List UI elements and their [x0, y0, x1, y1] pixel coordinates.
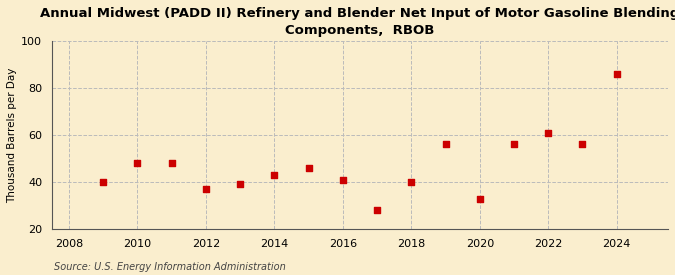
Point	[132, 161, 143, 166]
Point	[303, 166, 314, 170]
Point	[612, 72, 622, 76]
Point	[269, 173, 279, 177]
Point	[440, 142, 451, 147]
Point	[508, 142, 519, 147]
Point	[577, 142, 588, 147]
Point	[406, 180, 416, 184]
Point	[543, 130, 554, 135]
Point	[338, 177, 348, 182]
Point	[235, 182, 246, 186]
Text: Source: U.S. Energy Information Administration: Source: U.S. Energy Information Administ…	[54, 262, 286, 272]
Point	[475, 196, 485, 201]
Point	[98, 180, 109, 184]
Point	[166, 161, 177, 166]
Title: Annual Midwest (PADD II) Refinery and Blender Net Input of Motor Gasoline Blendi: Annual Midwest (PADD II) Refinery and Bl…	[40, 7, 675, 37]
Y-axis label: Thousand Barrels per Day: Thousand Barrels per Day	[7, 67, 17, 203]
Point	[372, 208, 383, 213]
Point	[200, 187, 211, 191]
